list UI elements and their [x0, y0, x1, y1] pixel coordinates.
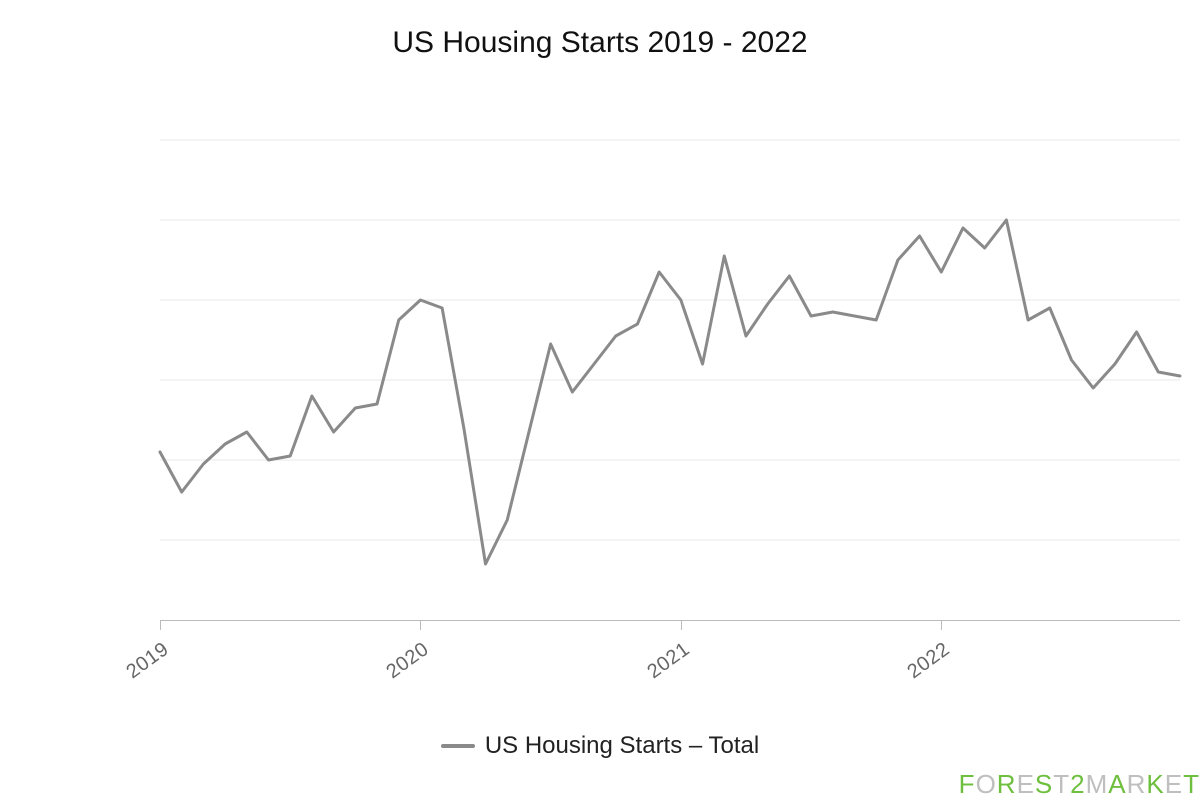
watermark-logo: FOREST2MARKET	[959, 769, 1200, 800]
x-axis-label: 2020	[380, 638, 434, 686]
legend-label: US Housing Starts – Total	[485, 732, 759, 760]
series-line	[160, 220, 1180, 564]
x-tick	[681, 620, 682, 630]
legend-item: US Housing Starts – Total	[441, 732, 759, 760]
legend-swatch	[441, 744, 475, 748]
x-axis-label: 2022	[901, 638, 955, 686]
x-axis-line	[160, 620, 1180, 621]
chart-title: US Housing Starts 2019 - 2022	[0, 0, 1200, 60]
x-axis-label: 2021	[640, 638, 694, 686]
x-tick	[160, 620, 161, 630]
legend: US Housing Starts – Total	[0, 732, 1200, 760]
plot-area	[160, 140, 1180, 620]
line-chart-svg	[160, 140, 1180, 620]
x-axis-label: 2019	[120, 638, 174, 686]
x-tick	[420, 620, 421, 630]
x-tick	[941, 620, 942, 630]
